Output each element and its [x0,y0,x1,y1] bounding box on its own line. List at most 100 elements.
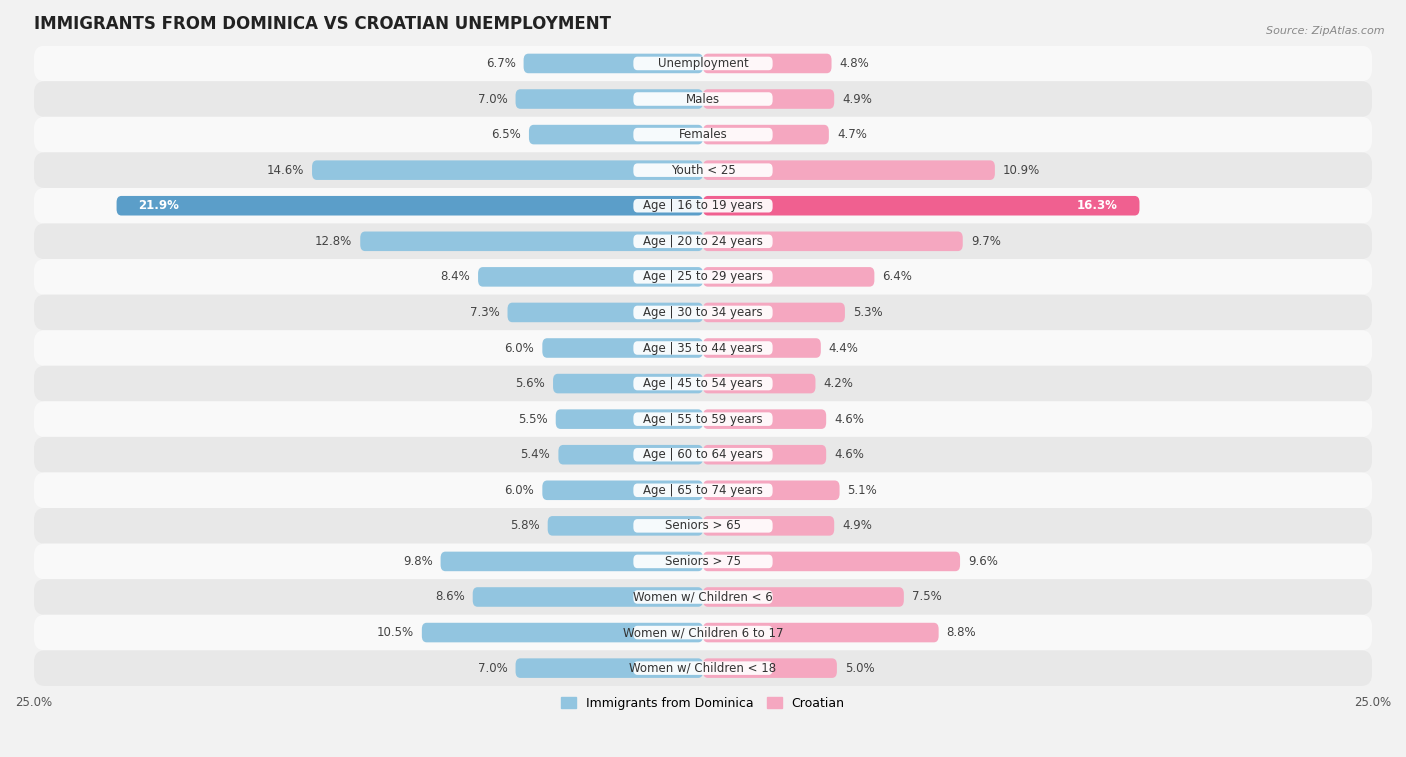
Text: 5.8%: 5.8% [510,519,540,532]
FancyBboxPatch shape [548,516,703,536]
Legend: Immigrants from Dominica, Croatian: Immigrants from Dominica, Croatian [557,692,849,715]
FancyBboxPatch shape [703,587,904,607]
FancyBboxPatch shape [633,377,773,391]
FancyBboxPatch shape [703,516,834,536]
FancyBboxPatch shape [703,552,960,572]
FancyBboxPatch shape [633,555,773,569]
Text: IMMIGRANTS FROM DOMINICA VS CROATIAN UNEMPLOYMENT: IMMIGRANTS FROM DOMINICA VS CROATIAN UNE… [34,15,610,33]
FancyBboxPatch shape [703,196,1139,216]
Text: 12.8%: 12.8% [315,235,353,248]
Text: Age | 35 to 44 years: Age | 35 to 44 years [643,341,763,354]
FancyBboxPatch shape [633,626,773,640]
Text: 14.6%: 14.6% [267,164,304,176]
FancyBboxPatch shape [633,448,773,462]
FancyBboxPatch shape [633,590,773,604]
Text: 5.5%: 5.5% [517,413,548,425]
FancyBboxPatch shape [633,199,773,213]
Text: Women w/ Children 6 to 17: Women w/ Children 6 to 17 [623,626,783,639]
FancyBboxPatch shape [633,128,773,142]
FancyBboxPatch shape [703,481,839,500]
FancyBboxPatch shape [523,54,703,73]
Text: 10.5%: 10.5% [377,626,413,639]
FancyBboxPatch shape [555,410,703,429]
FancyBboxPatch shape [34,117,1372,152]
Text: 8.4%: 8.4% [440,270,470,283]
FancyBboxPatch shape [703,374,815,394]
FancyBboxPatch shape [34,544,1372,579]
Text: Age | 30 to 34 years: Age | 30 to 34 years [643,306,763,319]
FancyBboxPatch shape [633,306,773,319]
Text: 8.6%: 8.6% [434,590,464,603]
FancyBboxPatch shape [703,410,827,429]
FancyBboxPatch shape [703,89,834,109]
Text: 21.9%: 21.9% [138,199,179,212]
Text: Age | 65 to 74 years: Age | 65 to 74 years [643,484,763,497]
Text: 6.5%: 6.5% [491,128,520,141]
FancyBboxPatch shape [703,125,830,145]
FancyBboxPatch shape [633,484,773,497]
Text: 5.1%: 5.1% [848,484,877,497]
FancyBboxPatch shape [553,374,703,394]
FancyBboxPatch shape [703,659,837,678]
Text: 9.6%: 9.6% [969,555,998,568]
Text: 4.6%: 4.6% [834,413,865,425]
Text: Seniors > 65: Seniors > 65 [665,519,741,532]
Text: 5.0%: 5.0% [845,662,875,674]
Text: 4.2%: 4.2% [824,377,853,390]
FancyBboxPatch shape [34,188,1372,223]
FancyBboxPatch shape [34,472,1372,508]
Text: 4.9%: 4.9% [842,92,872,105]
Text: 10.9%: 10.9% [1002,164,1040,176]
FancyBboxPatch shape [422,623,703,643]
Text: 16.3%: 16.3% [1077,199,1118,212]
FancyBboxPatch shape [703,445,827,465]
Text: Source: ZipAtlas.com: Source: ZipAtlas.com [1267,26,1385,36]
Text: 7.5%: 7.5% [912,590,942,603]
Text: Males: Males [686,92,720,105]
FancyBboxPatch shape [633,92,773,106]
FancyBboxPatch shape [34,330,1372,366]
Text: Age | 60 to 64 years: Age | 60 to 64 years [643,448,763,461]
Text: 4.4%: 4.4% [830,341,859,354]
Text: Women w/ Children < 18: Women w/ Children < 18 [630,662,776,674]
FancyBboxPatch shape [516,659,703,678]
Text: 6.7%: 6.7% [485,57,516,70]
Text: Seniors > 75: Seniors > 75 [665,555,741,568]
Text: Women w/ Children < 6: Women w/ Children < 6 [633,590,773,603]
Text: 9.7%: 9.7% [970,235,1001,248]
Text: 7.0%: 7.0% [478,662,508,674]
Text: Unemployment: Unemployment [658,57,748,70]
FancyBboxPatch shape [440,552,703,572]
FancyBboxPatch shape [34,508,1372,544]
Text: 8.8%: 8.8% [946,626,976,639]
FancyBboxPatch shape [543,481,703,500]
Text: 5.4%: 5.4% [520,448,550,461]
FancyBboxPatch shape [34,579,1372,615]
FancyBboxPatch shape [633,519,773,533]
Text: Age | 16 to 19 years: Age | 16 to 19 years [643,199,763,212]
FancyBboxPatch shape [34,45,1372,81]
Text: 4.7%: 4.7% [837,128,866,141]
FancyBboxPatch shape [312,160,703,180]
Text: 6.0%: 6.0% [505,341,534,354]
FancyBboxPatch shape [34,259,1372,294]
FancyBboxPatch shape [703,623,939,643]
FancyBboxPatch shape [472,587,703,607]
FancyBboxPatch shape [633,57,773,70]
Text: Age | 25 to 29 years: Age | 25 to 29 years [643,270,763,283]
Text: Age | 45 to 54 years: Age | 45 to 54 years [643,377,763,390]
Text: 7.3%: 7.3% [470,306,499,319]
FancyBboxPatch shape [633,270,773,284]
FancyBboxPatch shape [34,401,1372,437]
FancyBboxPatch shape [633,164,773,177]
FancyBboxPatch shape [516,89,703,109]
Text: 4.6%: 4.6% [834,448,865,461]
FancyBboxPatch shape [703,303,845,322]
FancyBboxPatch shape [360,232,703,251]
FancyBboxPatch shape [703,338,821,358]
FancyBboxPatch shape [633,235,773,248]
FancyBboxPatch shape [34,223,1372,259]
FancyBboxPatch shape [703,160,995,180]
Text: 4.9%: 4.9% [842,519,872,532]
FancyBboxPatch shape [703,54,831,73]
